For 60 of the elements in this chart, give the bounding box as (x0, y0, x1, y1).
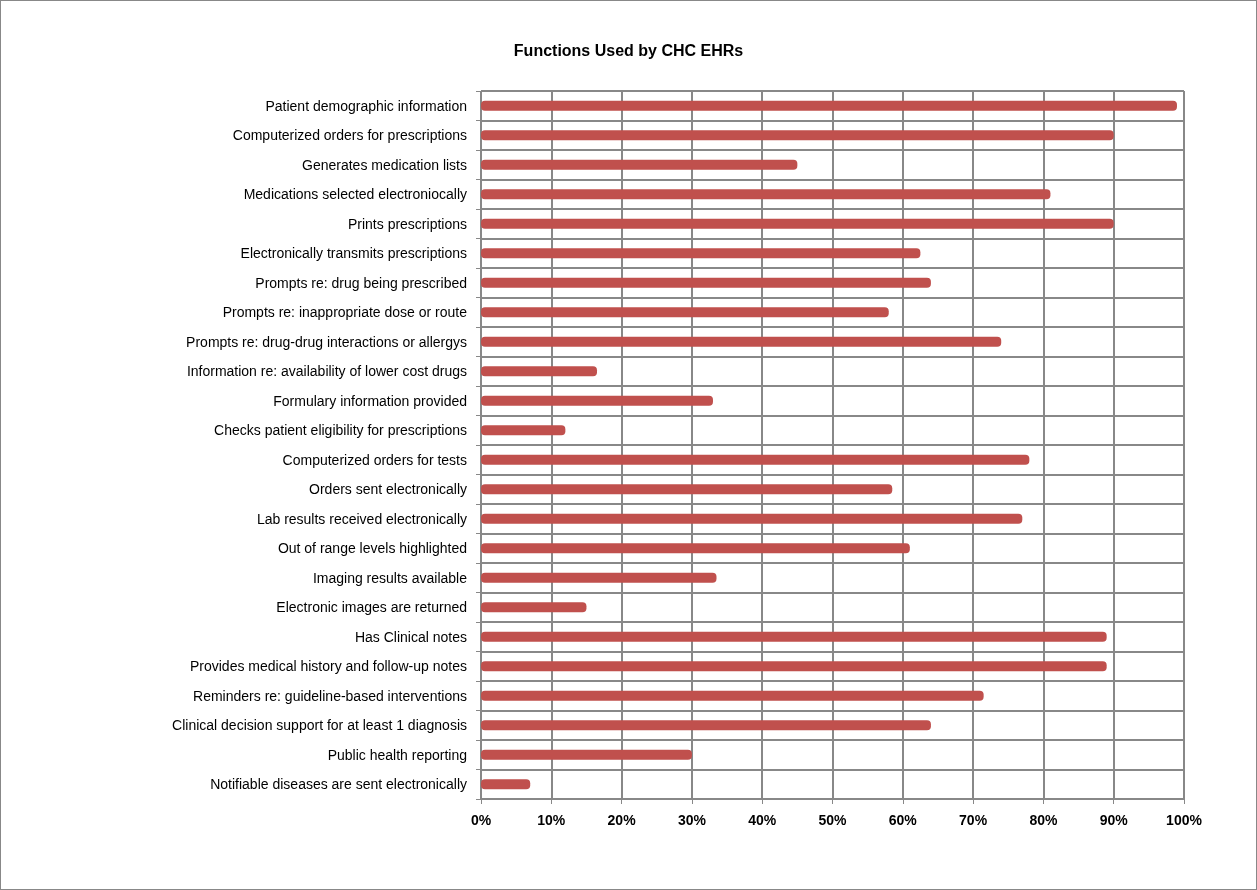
bar (481, 779, 531, 790)
y-tick-label: Prompts re: drug-drug interactions or allergys (186, 333, 467, 350)
y-tick-label: Has Clinical notes (354, 628, 467, 645)
bar (481, 130, 1114, 141)
x-tick-label: 0% (470, 812, 492, 828)
y-tick-label: Computerized orders for tests (282, 451, 467, 468)
bar (481, 159, 798, 170)
y-tick-label: Electronic images are returned (276, 599, 467, 616)
bar (481, 248, 921, 259)
x-tick-label: 40% (748, 812, 777, 828)
bar (481, 602, 587, 613)
x-tick-label: 90% (1099, 812, 1129, 828)
y-tick-label: Out of range levels highlighted (277, 540, 467, 557)
bar (481, 720, 931, 731)
y-tick-label: Orders sent electronically (309, 481, 467, 498)
y-tick-label: Formulary information provided (273, 392, 467, 409)
bar (481, 425, 566, 436)
y-tick-label: Medications selected electroniocally (243, 186, 467, 203)
y-tick-label: Information re: availability of lower cost drugs (186, 363, 467, 380)
bar (481, 749, 692, 760)
bar (481, 690, 984, 701)
bar (481, 277, 931, 288)
bar (481, 366, 597, 377)
bar (481, 513, 1023, 524)
y-tick-label: Computerized orders for prescriptions (232, 127, 467, 144)
y-tick-label: Clinical decision support for at least 1 diagnosis (172, 717, 467, 734)
y-tick-label: Patient demographic information (265, 97, 467, 114)
bar (481, 336, 1002, 347)
chart-title: Functions Used by CHC EHRs (513, 41, 744, 59)
y-tick-label: Imaging results available (312, 569, 468, 586)
x-tick-label: 30% (677, 812, 707, 828)
x-tick-label: 20% (607, 812, 637, 828)
bar (481, 218, 1114, 229)
bar (481, 572, 717, 583)
bar (481, 484, 893, 495)
x-tick-label: 100% (1166, 812, 1203, 828)
x-tick-label: 60% (888, 812, 918, 828)
x-tick-label: 50% (818, 812, 848, 828)
y-tick-label: Provides medical history and follow-up notes (189, 658, 467, 675)
x-tick-label: 70% (959, 812, 988, 828)
y-tick-label: Electronically transmits prescriptions (240, 245, 467, 262)
y-tick-label: Notifiable diseases are sent electronically (210, 776, 467, 793)
bar (481, 661, 1107, 672)
bar (481, 307, 889, 318)
y-tick-label: Generates medication lists (302, 156, 467, 173)
bar (481, 454, 1030, 465)
y-tick-label: Reminders re: guideline-based interventions (193, 687, 467, 704)
bar (481, 631, 1107, 642)
y-tick-label: Checks patient eligibility for prescriptions (214, 422, 467, 439)
y-tick-label: Prompts re: drug being prescribed (255, 274, 467, 291)
y-tick-label: Public health reporting (327, 746, 467, 763)
y-tick-label: Prompts re: inappropriate dose or route (222, 304, 468, 321)
x-tick-label: 10% (537, 812, 566, 828)
y-tick-label: Lab results received electronically (256, 510, 467, 527)
bar (481, 100, 1177, 111)
bar (481, 189, 1051, 200)
bar (481, 543, 910, 554)
bar (481, 395, 713, 406)
y-tick-label: Prints prescriptions (347, 215, 467, 232)
x-tick-label: 80% (1029, 812, 1058, 828)
